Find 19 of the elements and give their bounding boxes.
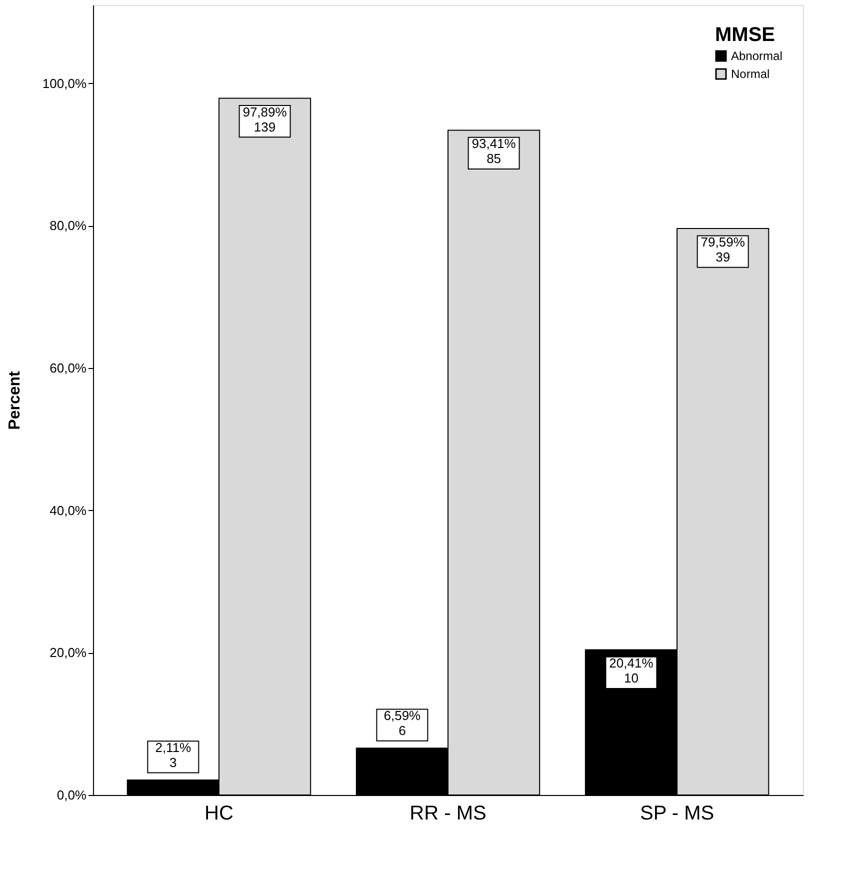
legend-title: MMSE bbox=[715, 24, 775, 46]
data-label: 20,41% 10 bbox=[609, 656, 654, 686]
legend-label: Normal bbox=[731, 67, 770, 81]
legend-label: Abnormal bbox=[731, 49, 782, 63]
data-label: 79,59% 39 bbox=[700, 234, 746, 265]
data-label: 6,59% 6 bbox=[384, 708, 422, 738]
data-label: 97,89% 139 bbox=[242, 104, 288, 134]
y-tick-label: 60,0% bbox=[50, 360, 87, 376]
y-tick-label: 20,0% bbox=[50, 645, 87, 660]
y-tick-label: 0,0% bbox=[56, 788, 87, 802]
x-tick-label: HC bbox=[204, 802, 234, 824]
y-tick-label: 100,0% bbox=[42, 76, 87, 91]
data-label: 2,11% 3 bbox=[155, 740, 192, 770]
y-tick-label: 80,0% bbox=[50, 218, 87, 234]
x-tick-label: SP - MS bbox=[640, 802, 714, 824]
y-tick-label: 40,0% bbox=[50, 502, 87, 518]
y-axis-title: Percent bbox=[6, 370, 24, 430]
x-tick-label: RR - MS bbox=[410, 802, 486, 824]
data-label: 93,41% 85 bbox=[472, 136, 516, 166]
